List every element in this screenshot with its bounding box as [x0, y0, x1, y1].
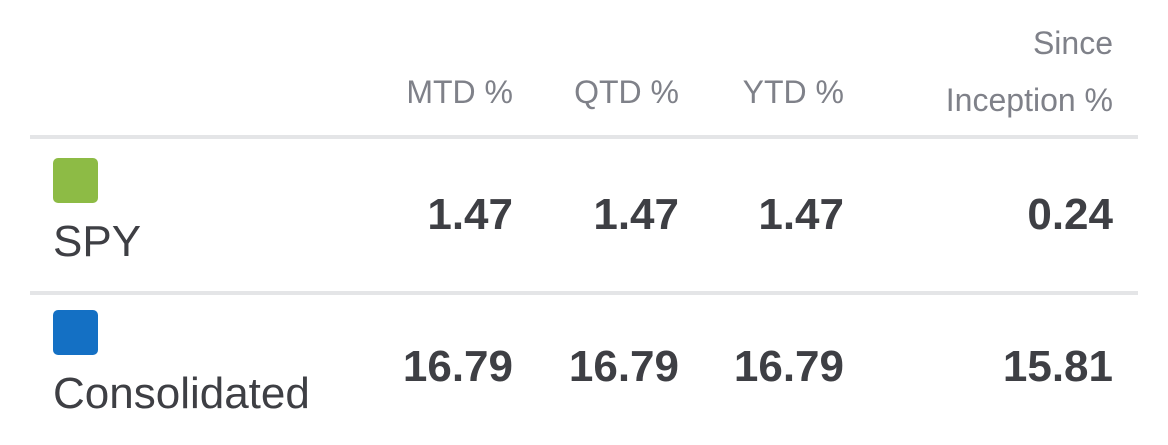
header-mtd: MTD % [406, 74, 513, 110]
value-ytd: 1.47 [758, 190, 844, 239]
header-since-line2: Inception % [945, 82, 1113, 118]
header-divider [30, 135, 1138, 139]
value-mtd: 16.79 [402, 342, 513, 391]
value-since-inception: 0.24 [1027, 190, 1113, 239]
value-mtd: 1.47 [427, 190, 513, 239]
row-name: SPY [53, 217, 142, 266]
table-row-consolidated[interactable]: Consolidated 16.79 16.79 16.79 15.81 [30, 295, 1138, 445]
table-header: MTD % QTD % YTD % Since Inception % [30, 0, 1138, 137]
legend-swatch-consolidated [53, 310, 98, 355]
legend-swatch-spy [53, 158, 98, 203]
value-ytd: 16.79 [733, 342, 844, 391]
header-qtd: QTD % [574, 74, 679, 110]
table-row-spy[interactable]: SPY 1.47 1.47 1.47 0.24 [30, 139, 1138, 289]
value-qtd: 16.79 [568, 342, 679, 391]
header-since-inception: Since Inception % [946, 15, 1113, 129]
row-divider [30, 291, 1138, 295]
header-since-line1: Since [1032, 25, 1113, 61]
value-since-inception: 15.81 [1002, 342, 1113, 391]
value-qtd: 1.47 [593, 190, 679, 239]
header-ytd: YTD % [742, 74, 844, 110]
row-name: Consolidated [53, 369, 310, 418]
returns-table: MTD % QTD % YTD % Since Inception % SPY … [30, 0, 1138, 443]
